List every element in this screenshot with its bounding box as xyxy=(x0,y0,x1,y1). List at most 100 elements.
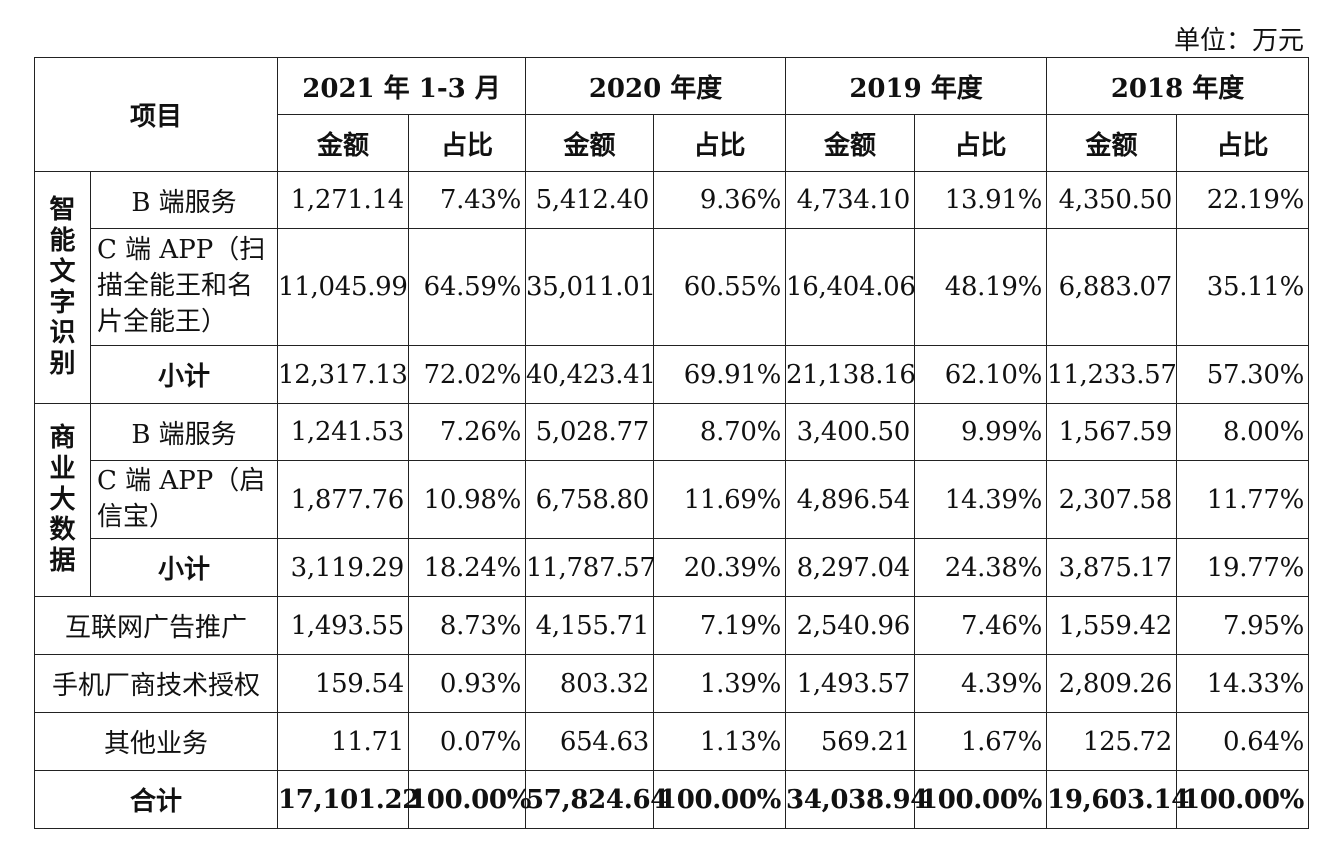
ratio-cell: 11.77% xyxy=(1176,460,1310,539)
table-row: 小计 12,317.13 72.02% 40,423.41 69.91% 21,138.1… xyxy=(35,345,1310,404)
amount-cell: 6,758.80 xyxy=(525,460,655,539)
amount-cell: 6,883.07 xyxy=(1046,228,1178,346)
ratio-cell: 62.10% xyxy=(914,345,1048,404)
ratio-cell: 0.64% xyxy=(1176,712,1310,771)
ratio-cell: 64.59% xyxy=(408,228,527,346)
ratio-cell: 18.24% xyxy=(408,538,527,597)
ratio-cell: 20.39% xyxy=(653,538,787,597)
group-label-char: 智 xyxy=(49,195,76,226)
ratio-cell: 7.19% xyxy=(653,596,787,655)
ratio-header: 占比 xyxy=(1176,114,1310,172)
amount-cell: 11,233.57 xyxy=(1046,345,1178,404)
amount-cell: 125.72 xyxy=(1046,712,1178,771)
ratio-cell: 19.77% xyxy=(1176,538,1310,597)
amount-cell: 3,119.29 xyxy=(277,538,410,597)
amount-cell: 1,493.57 xyxy=(785,654,916,713)
ratio-cell: 100.00% xyxy=(653,770,787,829)
amount-cell: 2,307.58 xyxy=(1046,460,1178,539)
header-row-periods: 项目 2021 年 1-3 月 2020 年度 2019 年度 2018 年度 xyxy=(33,57,1310,172)
ratio-cell: 72.02% xyxy=(408,345,527,404)
item-name: 其他业务 xyxy=(33,712,279,771)
group-label-char: 别 xyxy=(49,348,76,379)
ratio-cell: 60.55% xyxy=(653,228,787,346)
group-label-char: 数 xyxy=(49,515,76,546)
amount-cell: 12,317.13 xyxy=(277,345,410,404)
ratio-cell: 48.19% xyxy=(914,228,1048,346)
ratio-cell: 7.46% xyxy=(914,596,1048,655)
amount-cell: 1,271.14 xyxy=(277,171,410,229)
amount-cell: 17,101.22 xyxy=(277,770,420,829)
table-row: 手机厂商技术授权 159.54 0.93% 803.32 1.39% 1,493.57 4.… xyxy=(33,654,1310,713)
group-label-char: 识 xyxy=(49,318,76,349)
ratio-header: 占比 xyxy=(408,114,527,172)
group-label-char: 大 xyxy=(49,484,76,515)
ratio-cell: 7.95% xyxy=(1176,596,1310,655)
ratio-cell: 4.39% xyxy=(914,654,1048,713)
ratio-cell: 13.91% xyxy=(914,171,1048,229)
item-name: 互联网广告推广 xyxy=(33,596,279,655)
ratio-cell: 11.69% xyxy=(653,460,787,539)
total-row: 合计 17,101.22 100.00% 57,824.64 100.00% 34,038… xyxy=(33,770,1310,829)
amount-cell: 11,045.99 xyxy=(277,228,410,346)
amount-cell: 803.32 xyxy=(525,654,655,713)
amount-cell: 3,875.17 xyxy=(1046,538,1178,597)
ratio-cell: 8.70% xyxy=(653,403,787,461)
item-name: B 端服务 xyxy=(89,403,279,461)
period-header: 2021 年 1-3 月 xyxy=(277,57,527,115)
table-row: 其他业务 11.71 0.07% 654.63 1.13% 569.21 1.67% 125.… xyxy=(33,712,1310,771)
total-label: 合计 xyxy=(33,770,279,829)
ratio-cell: 14.39% xyxy=(914,460,1048,539)
subtotal-label: 小计 xyxy=(89,345,279,404)
group-label-char: 业 xyxy=(49,453,76,484)
amount-cell: 3,400.50 xyxy=(785,403,916,461)
amount-cell: 5,028.77 xyxy=(525,403,655,461)
ratio-cell: 9.99% xyxy=(914,403,1048,461)
amount-cell: 2,809.26 xyxy=(1046,654,1178,713)
amount-header: 金额 xyxy=(277,114,410,172)
ratio-cell: 7.43% xyxy=(408,171,527,229)
amount-cell: 11.71 xyxy=(277,712,410,771)
amount-cell: 21,138.16 xyxy=(785,345,916,404)
amount-header: 金额 xyxy=(525,114,655,172)
item-header: 项目 xyxy=(33,57,279,172)
group-label-char: 商 xyxy=(49,423,76,454)
group-label-char: 字 xyxy=(49,287,76,318)
amount-cell: 4,350.50 xyxy=(1046,171,1178,229)
ratio-header: 占比 xyxy=(653,114,787,172)
amount-cell: 159.54 xyxy=(277,654,410,713)
group-label: 商业大数据 xyxy=(34,403,91,597)
ratio-cell: 10.98% xyxy=(408,460,527,539)
amount-cell: 569.21 xyxy=(785,712,916,771)
ratio-cell: 0.07% xyxy=(408,712,527,771)
ratio-header: 占比 xyxy=(914,114,1048,172)
group-label: 智能文字识别 xyxy=(34,171,91,404)
amount-cell: 16,404.06 xyxy=(785,228,916,346)
period-header: 2020 年度 xyxy=(525,57,787,115)
amount-cell: 4,896.54 xyxy=(785,460,916,539)
unit-label: 单位：万元 xyxy=(1173,26,1304,56)
period-header: 2019 年度 xyxy=(785,57,1048,115)
ratio-cell: 8.73% xyxy=(408,596,527,655)
item-name: B 端服务 xyxy=(89,171,279,229)
ratio-cell: 8.00% xyxy=(1176,403,1310,461)
ratio-cell: 24.38% xyxy=(914,538,1048,597)
amount-cell: 654.63 xyxy=(525,712,655,771)
ratio-cell: 1.39% xyxy=(653,654,787,713)
table-row: C 端 APP（启信宝） 1,877.76 10.98% 6,758.80 11.69%… xyxy=(35,460,1310,539)
revenue-table: 项目 2021 年 1-3 月 2020 年度 2019 年度 2018 年度 … xyxy=(33,57,1310,829)
group-label-char: 能 xyxy=(49,226,76,257)
ratio-cell: 100.00% xyxy=(914,770,1048,829)
amount-cell: 8,297.04 xyxy=(785,538,916,597)
ratio-cell: 100.00% xyxy=(1176,770,1310,829)
item-name: C 端 APP（扫描全能王和名片全能王） xyxy=(89,228,279,346)
amount-cell: 4,155.71 xyxy=(525,596,655,655)
amount-cell: 40,423.41 xyxy=(525,345,656,404)
ratio-cell: 69.91% xyxy=(653,345,787,404)
ratio-cell: 1.13% xyxy=(653,712,787,771)
table-row: C 端 APP（扫描全能王和名片全能王） 11,045.99 64.59% 35,01… xyxy=(35,228,1310,346)
ratio-cell: 1.67% xyxy=(914,712,1048,771)
item-name: 手机厂商技术授权 xyxy=(33,654,279,713)
item-name: C 端 APP（启信宝） xyxy=(89,460,279,539)
period-header: 2018 年度 xyxy=(1046,57,1310,115)
